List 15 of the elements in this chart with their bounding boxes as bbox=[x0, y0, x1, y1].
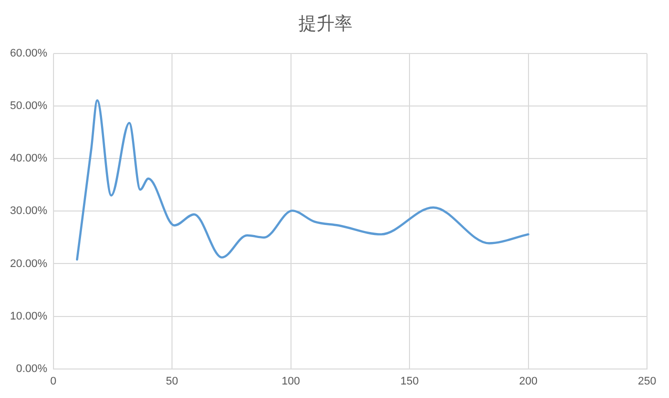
x-tick-label: 250 bbox=[638, 375, 656, 388]
y-tick-label: 40.00% bbox=[10, 152, 48, 165]
x-tick-label: 100 bbox=[282, 375, 300, 388]
y-tick-label: 30.00% bbox=[10, 205, 48, 218]
chart-title: 提升率 bbox=[298, 13, 352, 34]
x-tick-label: 0 bbox=[50, 375, 56, 388]
x-tick-label: 150 bbox=[400, 375, 419, 388]
x-tick-label: 50 bbox=[166, 375, 178, 388]
y-tick-label: 10.00% bbox=[10, 310, 48, 322]
y-tick-label: 60.00% bbox=[10, 48, 48, 60]
y-tick-label: 20.00% bbox=[10, 258, 48, 270]
y-tick-label: 50.00% bbox=[10, 100, 48, 112]
x-tick-label: 200 bbox=[519, 375, 538, 388]
y-tick-label: 0.00% bbox=[16, 362, 48, 375]
line-series bbox=[76, 99, 530, 261]
